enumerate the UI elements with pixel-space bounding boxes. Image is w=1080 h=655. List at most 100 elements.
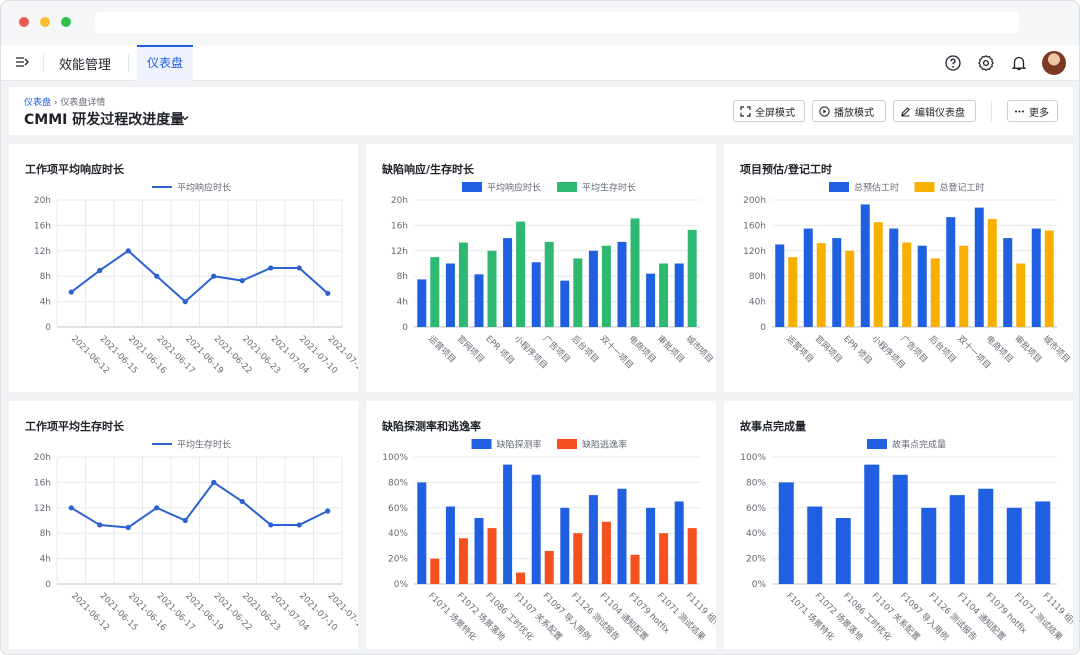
bar [601, 521, 611, 584]
bar [487, 250, 497, 327]
chart-c6: 故事点完成量 0% 20% 40% 60% 80% 100% F1071 场景特化F1072 … [740, 439, 1073, 644]
x-tick-label: EPR 项目 [483, 334, 516, 367]
close-window-button[interactable] [19, 17, 29, 27]
menu-fold-icon[interactable] [15, 55, 29, 69]
bar [978, 488, 994, 584]
data-point [325, 508, 331, 514]
avatar[interactable] [1042, 51, 1066, 75]
address-bar[interactable] [95, 12, 1019, 33]
chevron-down-icon[interactable] [181, 114, 189, 122]
legend-swatch [557, 439, 577, 449]
y-tick-label: 80% [388, 478, 408, 488]
data-point [182, 517, 188, 524]
more-button[interactable]: 更多 [1007, 100, 1058, 122]
app-header: 效能管理 仪表盘 [1, 45, 1079, 81]
fullscreen-button[interactable]: 全屏模式 [733, 100, 805, 122]
bar [560, 507, 570, 584]
chart-title: 缺陷探测率和逃逸率 [382, 420, 481, 433]
y-tick-label: 8h [397, 272, 408, 282]
data-point [239, 278, 245, 284]
legend-swatch [462, 182, 482, 192]
chart-title: 项目预估/登记工时 [740, 163, 833, 176]
dashboard-header: 仪表盘 › 仪表盘详情 CMMI 研发过程改进度量 全屏模式 播放模式 编辑仪表… [9, 87, 1073, 135]
gear-icon[interactable] [977, 54, 995, 72]
bar [503, 464, 513, 584]
legend-label: 总预估工时 [854, 182, 899, 194]
data-point [239, 498, 245, 505]
play-mode-button-label: 播放模式 [834, 107, 874, 119]
y-tick-label: 40% [388, 529, 408, 539]
edit-dashboard-button-label: 编辑仪表盘 [915, 107, 965, 119]
bar [674, 263, 684, 327]
bar [807, 506, 823, 584]
tab-dashboard[interactable]: 仪表盘 [137, 45, 193, 81]
legend-label: 平均生存时长 [582, 182, 636, 194]
bar [1031, 228, 1041, 327]
legend-swatch [557, 182, 577, 192]
bar [630, 218, 640, 327]
chart-legend: 平均响应时长 平均生存时长 [462, 182, 636, 194]
y-tick-label: 4h [40, 298, 51, 308]
chart-title: 故事点完成量 [740, 420, 806, 433]
more-icon [1015, 110, 1024, 112]
y-tick-label: 60% [746, 504, 766, 514]
bar [503, 238, 513, 327]
x-tick-label: F1104 通知配置 [955, 590, 1008, 643]
y-tick-label: 100% [740, 453, 766, 463]
bar [617, 488, 627, 584]
bar [458, 538, 468, 584]
edit-dashboard-button[interactable]: 编辑仪表盘 [893, 100, 976, 122]
data-point [97, 267, 103, 274]
y-tick-label: 20h [391, 196, 408, 206]
x-tick-label: 官网项目 [813, 333, 845, 365]
y-tick-label: 16h [34, 478, 51, 488]
x-tick-label: F1107 关系配置 [870, 590, 923, 643]
bar [445, 263, 455, 327]
breadcrumb-current: 仪表盘详情 [60, 98, 106, 108]
x-tick-label: F1126 测试报告 [927, 590, 979, 642]
bar [573, 258, 583, 327]
bar [930, 258, 940, 327]
y-tick-label: 160h [743, 221, 766, 231]
y-tick-label: 0 [45, 580, 51, 590]
chart-card-defect-times: 缺陷响应/生存时长 平均响应时长 平均生存时长 0 4h 8h 12h 16h 20h 运营项目… [366, 144, 716, 392]
chart-legend: 缺陷探测率 缺陷逃逸率 [471, 439, 627, 451]
bell-icon[interactable] [1010, 54, 1028, 72]
help-icon[interactable] [944, 54, 962, 72]
y-tick-label: 40% [746, 529, 766, 539]
minimize-window-button[interactable] [40, 17, 50, 27]
expand-icon [740, 105, 751, 117]
bar [474, 274, 484, 327]
legend-label: 总登记工时 [940, 182, 985, 194]
bar [1035, 501, 1051, 584]
x-tick-label: F1071 场景特化 [426, 590, 479, 643]
chart-title: 工作项平均生存时长 [25, 420, 124, 433]
breadcrumb-root-link[interactable]: 仪表盘 [24, 98, 52, 108]
bar [687, 528, 697, 584]
x-tick-label: F1071 测试结果 [655, 590, 708, 643]
legend-label: 缺陷探测率 [497, 439, 542, 451]
y-tick-label: 12h [34, 504, 51, 514]
bar [917, 245, 927, 327]
maximize-window-button[interactable] [61, 17, 71, 27]
bar [445, 506, 455, 584]
y-tick-label: 120h [743, 247, 766, 257]
series-line [70, 481, 329, 529]
x-tick-label: 后台项目 [569, 333, 601, 365]
bar [860, 204, 870, 327]
chart-c1: 平均响应时长04h8h12h16h20h2021-06-122021-06-15… [34, 182, 358, 377]
x-tick-label: 审批项目 [655, 333, 687, 365]
x-tick-label: F1107 关系配置 [512, 590, 565, 643]
legend-swatch [914, 182, 935, 192]
play-mode-button[interactable]: 播放模式 [812, 100, 886, 122]
y-tick-label: 20% [388, 555, 408, 565]
data-point [68, 505, 74, 511]
chart-legend: 平均响应时长 [152, 182, 231, 194]
bar [987, 219, 997, 327]
window-titlebar [1, 1, 1079, 45]
bar [430, 558, 440, 584]
x-tick-label: 审批项目 [1012, 333, 1044, 365]
bar [1003, 238, 1013, 327]
bar [949, 495, 965, 584]
